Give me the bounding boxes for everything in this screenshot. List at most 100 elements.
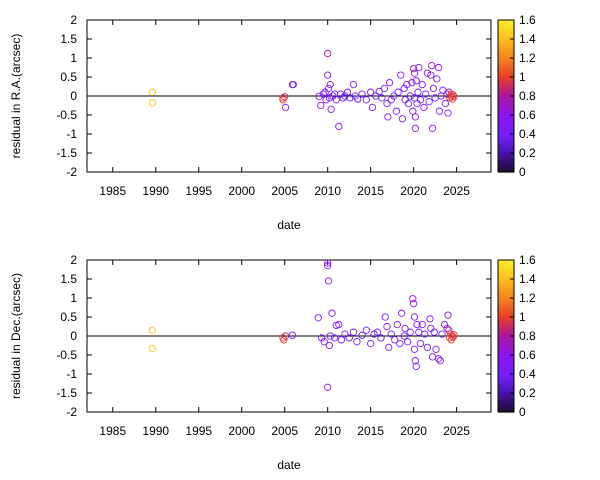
- y-tick-label: -1: [66, 127, 77, 141]
- colorbar-segment: [498, 331, 514, 335]
- data-point: [403, 338, 412, 346]
- colorbar-segment: [498, 279, 514, 282]
- data-point: [385, 79, 394, 87]
- colorbar-segment: [498, 103, 514, 107]
- data-point: [326, 332, 334, 340]
- colorbar-segment: [498, 355, 514, 358]
- colorbar-segment: [498, 46, 514, 50]
- colorbar-segment: [498, 77, 514, 80]
- data-point: [409, 300, 418, 308]
- colorbar-segment: [498, 307, 514, 311]
- colorbar-segment: [498, 276, 514, 280]
- y-tick-label: -0.5: [56, 108, 77, 122]
- colorbar-segment: [498, 269, 514, 273]
- colorbar-segment: [498, 100, 514, 104]
- colorbar-segment: [498, 53, 514, 57]
- colorbar-tick-label: 0.2: [519, 386, 536, 400]
- colorbar-segment: [498, 288, 514, 292]
- data-point: [281, 93, 289, 101]
- colorbar-segment: [498, 343, 514, 347]
- colorbar-segment: [498, 352, 514, 356]
- data-point: [415, 328, 423, 336]
- data-point: [423, 343, 432, 352]
- colorbar-segment: [498, 110, 514, 114]
- data-point: [326, 80, 334, 89]
- data-point: [412, 77, 420, 85]
- data-point: [346, 94, 354, 102]
- data-point: [383, 99, 391, 108]
- data-point: [314, 314, 322, 322]
- colorbar-segment: [498, 345, 514, 349]
- colorbar-segment: [498, 22, 514, 26]
- data-point: [406, 92, 414, 100]
- colorbar-segment: [498, 98, 514, 102]
- colorbar-segment: [498, 376, 514, 380]
- data-point: [380, 84, 389, 93]
- colorbar-segment: [498, 34, 514, 38]
- data-point: [420, 103, 428, 112]
- colorbar-tick-label: 0.6: [519, 108, 536, 122]
- data-point: [436, 357, 444, 365]
- colorbar-segment: [498, 298, 514, 301]
- colorbar-segment: [498, 143, 514, 147]
- data-point: [390, 92, 398, 100]
- data-point: [438, 330, 446, 338]
- data-point: [427, 324, 435, 333]
- data-point: [428, 353, 437, 361]
- colorbar-tick-label: 1.4: [519, 272, 536, 286]
- data-point: [324, 259, 332, 267]
- data-point: [430, 328, 438, 336]
- colorbar-segment: [498, 115, 514, 118]
- colorbar-segment: [498, 404, 514, 408]
- data-point: [426, 315, 434, 323]
- data-point: [370, 330, 378, 338]
- colorbar-segment: [498, 134, 514, 137]
- colorbar-segment: [498, 124, 514, 128]
- colorbar-segment: [498, 274, 514, 278]
- colorbar-segment: [498, 93, 514, 97]
- colorbar-segment: [498, 340, 514, 344]
- colorbar-tick-label: 0.4: [519, 367, 536, 381]
- colorbar-segment: [498, 145, 514, 149]
- data-point: [449, 91, 457, 99]
- data-point: [362, 326, 371, 334]
- data-point: [354, 95, 362, 103]
- colorbar-segment: [498, 48, 514, 52]
- data-point: [423, 69, 432, 77]
- data-point: [358, 90, 366, 98]
- data-point: [410, 313, 419, 321]
- colorbar-tick-label: 1.2: [519, 51, 536, 65]
- data-point: [335, 122, 343, 131]
- data-point: [410, 345, 419, 353]
- colorbar-segment: [498, 167, 514, 171]
- x-tick-label: 1990: [142, 424, 169, 438]
- colorbar-segment: [498, 164, 514, 168]
- colorbar-segment: [498, 409, 514, 413]
- x-tick-label: 2010: [314, 184, 341, 198]
- data-point: [414, 88, 422, 96]
- data-point: [383, 322, 391, 331]
- colorbar-segment: [498, 27, 514, 31]
- colorbar-tick-label: 0: [519, 405, 526, 419]
- colorbar-segment: [498, 309, 514, 313]
- colorbar-segment: [498, 162, 514, 166]
- colorbar-segment: [498, 393, 514, 396]
- colorbar-segment: [498, 24, 514, 28]
- colorbar-segment: [498, 293, 514, 297]
- colorbar-segment: [498, 260, 514, 263]
- colorbar-segment: [498, 62, 514, 66]
- x-axis-label: date: [277, 458, 301, 472]
- colorbar-segment: [498, 169, 514, 173]
- colorbar-segment: [498, 96, 514, 99]
- data-point: [427, 71, 435, 79]
- colorbar-segment: [498, 390, 514, 394]
- data-point: [324, 383, 332, 391]
- data-point: [413, 320, 421, 329]
- x-tick-label: 1995: [185, 184, 212, 198]
- colorbar-segment: [498, 155, 514, 159]
- data-point: [396, 339, 404, 348]
- colorbar-segment: [498, 395, 514, 399]
- data-point: [448, 332, 456, 340]
- colorbar-segment: [498, 131, 514, 135]
